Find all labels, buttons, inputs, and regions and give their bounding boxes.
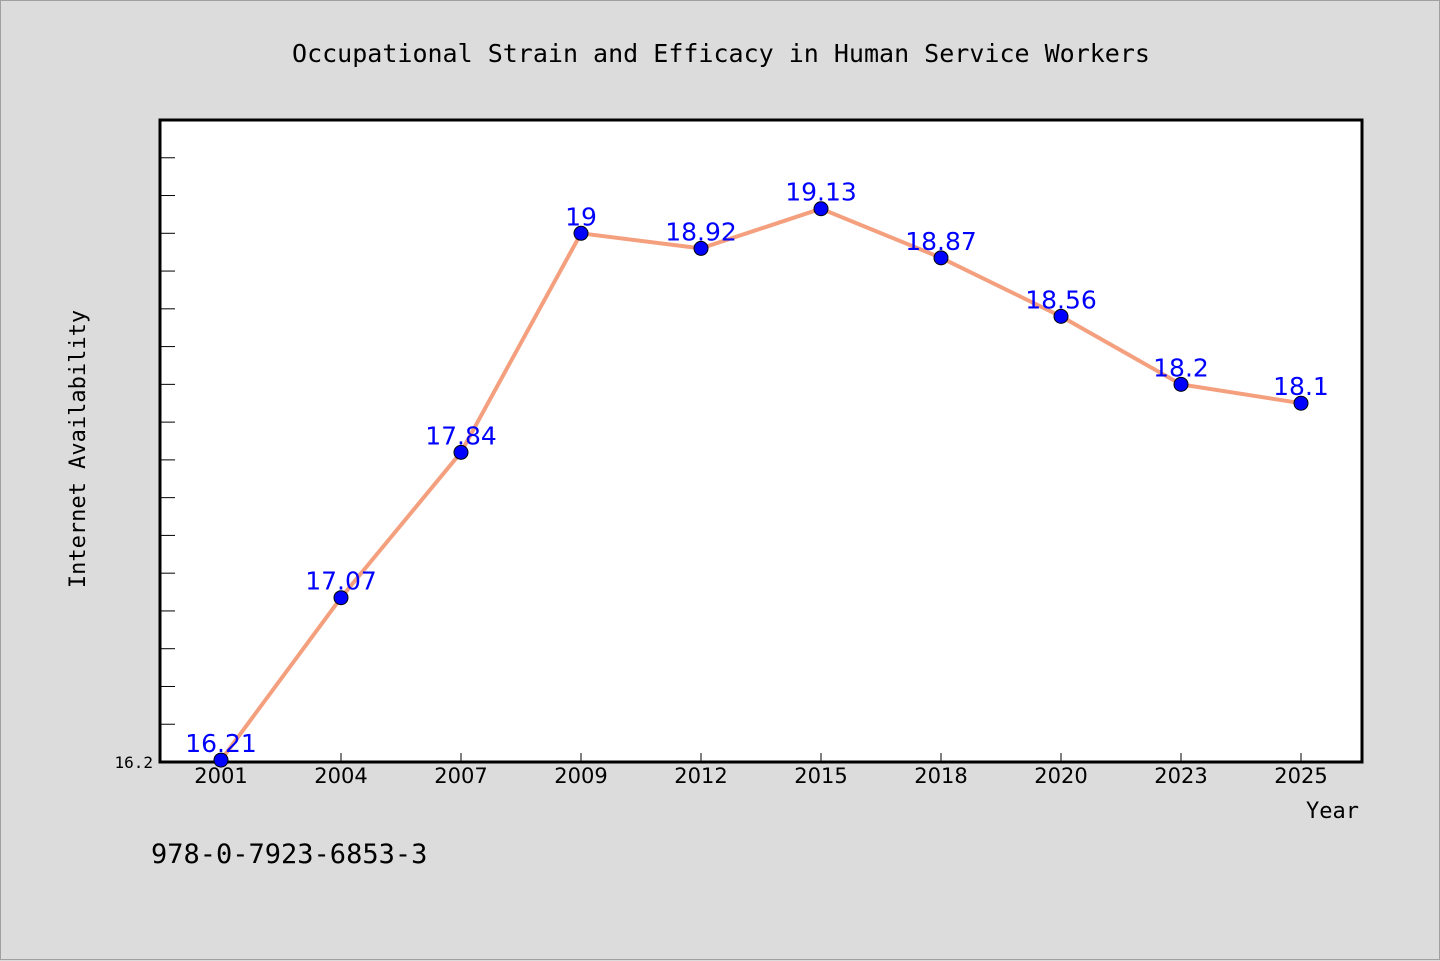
data-label: 16.21: [185, 729, 257, 758]
data-label: 18.2: [1153, 353, 1209, 382]
data-point: [1053, 308, 1069, 324]
data-point: [453, 444, 469, 460]
data-label: 17.84: [425, 421, 497, 450]
x-tick-label: 2025: [1274, 764, 1327, 788]
data-label: 18.87: [905, 227, 977, 256]
data-label: 19: [565, 202, 597, 231]
plot-area: [158, 118, 1364, 764]
isbn-text: 978-0-7923-6853-3: [151, 839, 427, 870]
x-tick-label: 2018: [914, 764, 967, 788]
data-point: [693, 240, 709, 256]
y-tick-label: 16.2: [114, 753, 153, 772]
x-axis-tick-labels: 2001 2004 2007 2009 2012 2015 2018 2020 2023 2025: [194, 764, 1327, 788]
x-tick-label: 2001: [194, 764, 247, 788]
series-line: [219, 206, 1302, 762]
x-tick-label: 2020: [1034, 764, 1087, 788]
x-tick-label: 2012: [674, 764, 727, 788]
data-point: [933, 250, 949, 266]
data-label: 18.56: [1025, 285, 1097, 314]
data-point: [213, 752, 229, 768]
data-label: 19.13: [785, 178, 857, 207]
chart-title: Occupational Strain and Efficacy in Huma…: [292, 39, 1150, 68]
data-labels: 16.21 17.07 17.84 19 18.92 19.13 18.87 18.56 18.…: [185, 178, 1329, 758]
data-label: 17.07: [305, 567, 377, 596]
x-tick-label: 2023: [1154, 764, 1207, 788]
data-point: [333, 590, 349, 606]
data-point: [1173, 376, 1189, 392]
y-axis-ticks: [160, 157, 175, 725]
data-point: [813, 201, 829, 217]
x-axis-label: Year: [1306, 799, 1359, 824]
data-markers: [213, 201, 1309, 768]
x-tick-label: 2007: [434, 764, 487, 788]
x-tick-label: 2009: [554, 764, 607, 788]
data-label: 18.1: [1273, 372, 1329, 401]
x-tick-label: 2004: [314, 764, 367, 788]
y-axis-label: Internet Availability: [66, 310, 91, 588]
x-tick-label: 2015: [794, 764, 847, 788]
data-label: 18.92: [665, 217, 737, 246]
data-point: [573, 225, 589, 241]
data-point: [1293, 395, 1309, 411]
